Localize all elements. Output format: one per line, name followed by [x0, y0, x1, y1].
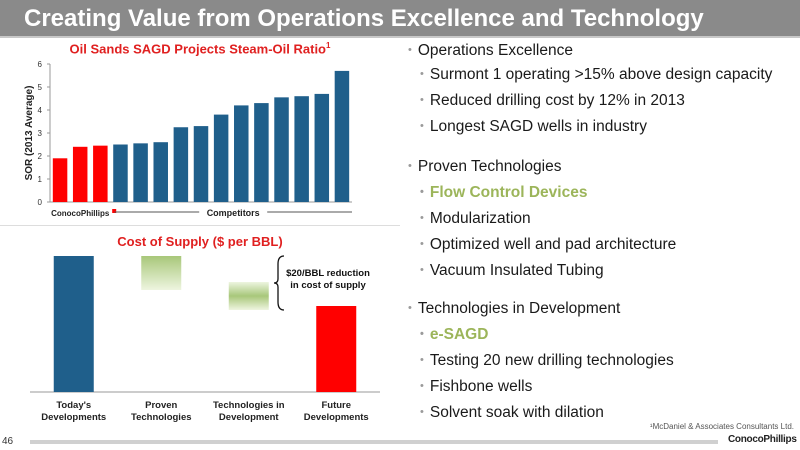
footer-divider: [30, 440, 718, 444]
bullet-dot-icon: •: [420, 186, 424, 198]
page-number: 46: [2, 436, 14, 447]
bullet-item: • Optimized well and pad architecture: [420, 236, 676, 254]
bullet-heading: • Operations Excellence: [408, 42, 573, 60]
bullet-text: Fishbone wells: [429, 378, 533, 395]
bullet-text: e-SAGD: [429, 326, 489, 343]
bullet-item: • Modularization: [420, 210, 531, 228]
bullet-dot-icon: •: [408, 302, 412, 314]
sor-group-label-conoco: ConocoPhillips: [51, 209, 110, 218]
title-bar: Creating Value from Operations Excellenc…: [0, 0, 800, 38]
cost-bar-in-development: [228, 282, 269, 310]
sor-y-axis-label: SOR (2013 Average): [24, 86, 35, 181]
sor-bar-competitor: [314, 93, 330, 202]
bullet-text: Optimized well and pad architecture: [429, 236, 677, 253]
brand-logo: ConocoPhillips: [728, 434, 797, 445]
cost-category-label: Future Developments: [304, 400, 369, 423]
bullet-dot-icon: •: [420, 238, 424, 250]
bullet-dot-icon: •: [420, 264, 424, 276]
bullet-dot-icon: •: [420, 406, 424, 418]
bullet-item: • Vacuum Insulated Tubing: [420, 262, 604, 280]
bullet-dot-icon: •: [408, 160, 412, 172]
bullet-dot-icon: •: [408, 44, 412, 56]
bullet-dot-icon: •: [420, 120, 424, 132]
sor-bar-competitor: [193, 126, 209, 202]
bullet-text: Solvent soak with dilation: [429, 404, 604, 421]
sor-chart-title-text: Oil Sands SAGD Projects Steam-Oil Ratio: [69, 41, 326, 57]
bullet-text: Operations Excellence: [417, 42, 573, 59]
bullet-text: Longest SAGD wells in industry: [429, 118, 647, 135]
cost-annotation: $20/BBL reduction in cost of supply: [286, 268, 370, 291]
bullet-heading: • Proven Technologies: [408, 158, 561, 176]
bullet-item: • Longest SAGD wells in industry: [420, 118, 647, 136]
sor-bar-competitor: [133, 143, 148, 202]
bullet-text: Modularization: [429, 210, 531, 227]
sor-group-label-competitors: Competitors: [207, 208, 260, 218]
sor-bar-competitor: [173, 127, 189, 202]
sor-bar-conoco: [93, 145, 108, 202]
bullet-text: Surmont 1 operating >15% above design ca…: [429, 66, 773, 83]
sor-bar-competitor: [113, 144, 128, 202]
sor-bar-competitor: [294, 96, 309, 202]
bullet-dot-icon: •: [420, 354, 424, 366]
sor-bar-competitor: [274, 97, 289, 202]
sor-y-tick-label: 2: [38, 152, 43, 161]
cost-bar-today: [53, 256, 94, 392]
sor-bar-competitor: [153, 142, 168, 202]
sor-bar-competitor: [254, 103, 269, 202]
bullet-item: • Reduced drilling cost by 12% in 2013: [420, 92, 685, 110]
cost-category-label: Technologies in Development: [213, 400, 285, 423]
sor-y-tick-label: 4: [38, 106, 43, 115]
bullet-item: • Solvent soak with dilation: [420, 404, 604, 422]
page-title: Creating Value from Operations Excellenc…: [24, 5, 704, 32]
sor-y-tick-label: 3: [38, 129, 43, 138]
cost-bar-proven: [141, 256, 182, 290]
brand-logo-text: ConocoPhillips: [728, 434, 797, 445]
sor-bar-competitor: [213, 114, 229, 202]
sor-chart-title: Oil Sands SAGD Projects Steam-Oil Ratio1: [0, 41, 400, 56]
cost-category-label: Proven Technologies: [131, 400, 192, 423]
sor-y-tick-label: 5: [38, 83, 43, 92]
bullet-text: Vacuum Insulated Tubing: [429, 262, 604, 279]
sor-chart: 0 1 2 3 4 5 6 SOR (2013 Average) ConocoPhillips C…: [24, 60, 352, 218]
cost-bar-future: [316, 306, 357, 392]
sor-bar-competitor: [234, 105, 249, 202]
sor-bar-conoco: [72, 146, 88, 202]
sor-chart-title-sup: 1: [326, 41, 331, 50]
bullet-text: Proven Technologies: [417, 158, 562, 175]
bullet-text: Technologies in Development: [417, 300, 621, 317]
bullet-item: • e-SAGD: [420, 326, 488, 344]
bullet-item: • Fishbone wells: [420, 378, 532, 396]
bullet-item: • Surmont 1 operating >15% above design c…: [420, 66, 772, 84]
bullet-heading: • Technologies in Development: [408, 300, 620, 318]
bullet-dot-icon: •: [420, 328, 424, 340]
bullet-dot-icon: •: [420, 68, 424, 80]
sor-y-tick-label: 0: [38, 198, 43, 207]
sor-bar-competitor: [334, 70, 350, 203]
cost-chart: Today's Developments Proven Technologies Tec…: [30, 255, 380, 423]
bullet-text: Testing 20 new drilling technologies: [429, 352, 674, 369]
sor-conoco-logo-mark: [112, 209, 117, 213]
cost-chart-title: Cost of Supply ($ per BBL): [117, 234, 283, 249]
bullet-dot-icon: •: [420, 212, 424, 224]
cost-category-label: Today's Developments: [41, 400, 106, 423]
bullet-dot-icon: •: [420, 94, 424, 106]
sor-bar-conoco: [52, 158, 68, 202]
bullet-dot-icon: •: [420, 380, 424, 392]
sor-y-tick-label: 1: [38, 175, 43, 184]
cost-reduction-bracket: [273, 255, 285, 311]
footnote: ¹McDaniel & Associates Consultants Ltd.: [649, 422, 794, 431]
sor-y-tick-label: 6: [38, 60, 43, 69]
cost-chart-panel: Cost of Supply ($ per BBL) Today's Develo…: [0, 226, 400, 434]
bullet-text: Reduced drilling cost by 12% in 2013: [429, 92, 685, 109]
bullet-item: • Testing 20 new drilling technologies: [420, 352, 674, 370]
bullet-item: • Flow Control Devices: [420, 184, 587, 202]
sor-chart-panel: Oil Sands SAGD Projects Steam-Oil Ratio1…: [0, 38, 400, 226]
bullet-text: Flow Control Devices: [429, 184, 588, 201]
